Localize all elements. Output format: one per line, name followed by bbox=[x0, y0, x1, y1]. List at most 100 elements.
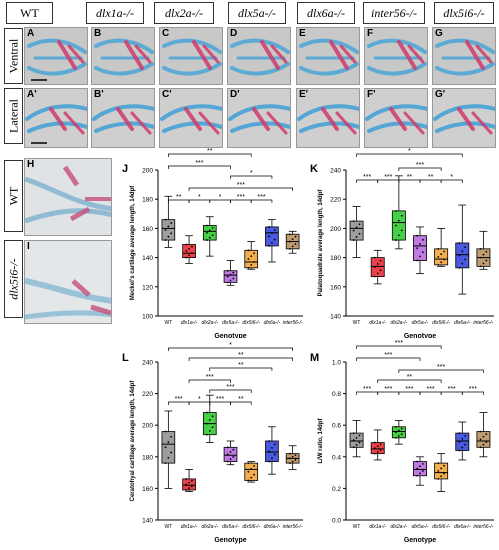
significance-bracket: *** bbox=[398, 162, 442, 171]
y-axis-label: L/W ratio, 14dpf bbox=[318, 417, 324, 463]
panel-letter: F' bbox=[367, 89, 376, 100]
y-tick-label: 200 bbox=[142, 168, 153, 175]
significance-label: *** bbox=[363, 174, 371, 181]
box-dlx6a bbox=[455, 204, 470, 295]
panel-letter: C bbox=[162, 28, 170, 39]
x-tick-label: inter56-/- bbox=[283, 320, 303, 326]
significance-bracket: ** bbox=[377, 374, 442, 383]
panel-letter-H: H bbox=[27, 159, 35, 170]
y-tick-label: 180 bbox=[142, 197, 153, 204]
photo-panel-D-prime: D' bbox=[227, 88, 291, 148]
panel-letter-L: L bbox=[122, 352, 129, 364]
x-axis-label: Genotype bbox=[404, 333, 436, 338]
photo-panel-D: D bbox=[227, 27, 291, 85]
photo-panel-C: C bbox=[159, 27, 223, 85]
header-dlx6a: dlx6a-/- bbox=[297, 2, 355, 24]
header-dlx5i6: dlx5i6-/- bbox=[434, 2, 494, 24]
y-tick-label: 0.2 bbox=[332, 486, 341, 493]
photo-panel-I: I bbox=[24, 240, 112, 324]
box-WT bbox=[349, 420, 364, 458]
box-inter56 bbox=[476, 412, 491, 458]
significance-label: ** bbox=[238, 396, 244, 403]
significance-label: *** bbox=[175, 396, 183, 403]
significance-label: * bbox=[219, 194, 222, 201]
box-dlx5a bbox=[223, 440, 238, 466]
y-tick-label: 220 bbox=[330, 197, 341, 204]
significance-bracket: ** bbox=[168, 194, 190, 203]
significance-bracket: *** bbox=[168, 160, 231, 169]
photo-panel-E: E bbox=[296, 27, 360, 85]
significance-bracket: * bbox=[188, 194, 211, 203]
significance-label: *** bbox=[384, 174, 392, 181]
significance-bracket: *** bbox=[356, 352, 421, 361]
y-tick-label: 200 bbox=[142, 423, 153, 430]
box-dlx1a bbox=[370, 249, 385, 285]
panel-letter: E bbox=[299, 28, 306, 39]
significance-label: ** bbox=[407, 174, 413, 181]
x-axis-label: Genotype bbox=[214, 537, 246, 544]
x-tick-label: dlx2a-/- bbox=[391, 524, 408, 530]
significance-bracket: * bbox=[168, 342, 293, 351]
significance-label: *** bbox=[395, 340, 403, 347]
significance-label: *** bbox=[237, 194, 245, 201]
significance-bracket: *** bbox=[377, 386, 400, 395]
header-dlx2a: dlx2a-/- bbox=[154, 2, 214, 24]
chart-lw-ratio: 0.0 0.2 0.4 0.6 0.8 1.0 L/W ratio, 14dpf Genoty… bbox=[318, 340, 494, 544]
box-dlx5a bbox=[223, 260, 238, 286]
panel-letter: E' bbox=[299, 89, 309, 100]
significance-label: * bbox=[450, 174, 453, 181]
photo-panel-B-prime: B' bbox=[91, 88, 155, 148]
box-WT bbox=[161, 410, 176, 489]
y-tick-label: 160 bbox=[142, 486, 153, 493]
significance-bracket: ** bbox=[168, 148, 252, 157]
significance-bracket: *** bbox=[168, 396, 190, 405]
x-tick-label: inter56-/- bbox=[473, 524, 493, 530]
box-dlx6a bbox=[265, 426, 279, 475]
y-tick-label: 160 bbox=[142, 226, 153, 233]
row-label-lateral: Lateral bbox=[4, 88, 23, 144]
y-tick-label: 100 bbox=[142, 314, 153, 321]
significance-bracket: *** bbox=[377, 174, 400, 183]
y-tick-label: 160 bbox=[330, 284, 341, 291]
box-inter56 bbox=[476, 230, 491, 270]
significance-bracket: *** bbox=[356, 386, 379, 395]
box-dlx5i6 bbox=[434, 453, 449, 492]
photo-panel-C-prime: C' bbox=[159, 88, 223, 148]
box-dlx5i6 bbox=[434, 228, 449, 267]
significance-bracket: *** bbox=[461, 386, 484, 395]
significance-label: *** bbox=[216, 396, 224, 403]
box-dlx2a bbox=[202, 216, 217, 257]
y-tick-label: 220 bbox=[142, 391, 153, 398]
y-tick-label: 240 bbox=[142, 360, 153, 367]
significance-label: *** bbox=[384, 352, 392, 359]
significance-bracket: *** bbox=[250, 194, 273, 203]
box-dlx5a bbox=[413, 226, 427, 275]
panel-letter: D' bbox=[230, 89, 240, 100]
significance-label: * bbox=[198, 194, 201, 201]
photo-panel-F-prime: F' bbox=[364, 88, 428, 148]
panel-letter: G bbox=[435, 28, 443, 39]
significance-label: * bbox=[229, 342, 232, 349]
significance-label: *** bbox=[237, 182, 245, 189]
x-tick-label: dlx5a-/- bbox=[412, 320, 429, 326]
significance-label: *** bbox=[206, 374, 214, 381]
zoom-label-dlx5i6: dlx5i6-/- bbox=[4, 240, 23, 318]
significance-label: ** bbox=[407, 374, 413, 381]
x-tick-label: dlx5a-/- bbox=[412, 524, 429, 530]
x-tick-label: dlx2a-/- bbox=[201, 320, 218, 326]
box-WT bbox=[161, 195, 176, 248]
photo-panel-H: H bbox=[24, 158, 112, 236]
photo-panel-G-prime: G' bbox=[432, 88, 496, 148]
x-tick-label: inter56-/- bbox=[283, 524, 303, 530]
panel-letter: A bbox=[27, 28, 35, 39]
x-tick-label: dlx6a-/- bbox=[454, 320, 471, 326]
significance-label: ** bbox=[176, 194, 182, 201]
significance-label: *** bbox=[384, 386, 392, 393]
y-tick-label: 0.4 bbox=[332, 454, 341, 461]
box-dlx1a bbox=[370, 429, 385, 461]
significance-bracket: * bbox=[230, 170, 273, 179]
significance-bracket: ** bbox=[230, 396, 252, 405]
significance-label: *** bbox=[257, 194, 265, 201]
significance-bracket: ** bbox=[188, 352, 293, 361]
significance-bracket: *** bbox=[188, 374, 231, 383]
